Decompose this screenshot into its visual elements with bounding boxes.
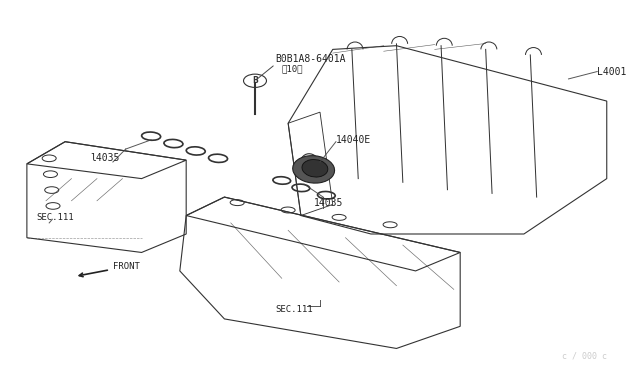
Text: FRONT: FRONT xyxy=(79,262,140,277)
Text: c / 000 c: c / 000 c xyxy=(562,351,607,360)
Text: l4035: l4035 xyxy=(91,153,120,163)
Text: 14040E: 14040E xyxy=(336,135,371,145)
Ellipse shape xyxy=(302,160,328,177)
Text: 14035: 14035 xyxy=(314,198,343,208)
Ellipse shape xyxy=(300,154,321,178)
Ellipse shape xyxy=(292,155,335,183)
Text: L4001: L4001 xyxy=(597,67,627,77)
Text: SEC.111: SEC.111 xyxy=(36,213,74,222)
Text: 【10】: 【10】 xyxy=(282,64,303,73)
Text: SEC.111: SEC.111 xyxy=(275,305,313,314)
Text: B: B xyxy=(252,76,258,85)
Text: B0B1A8-6401A: B0B1A8-6401A xyxy=(275,54,346,64)
